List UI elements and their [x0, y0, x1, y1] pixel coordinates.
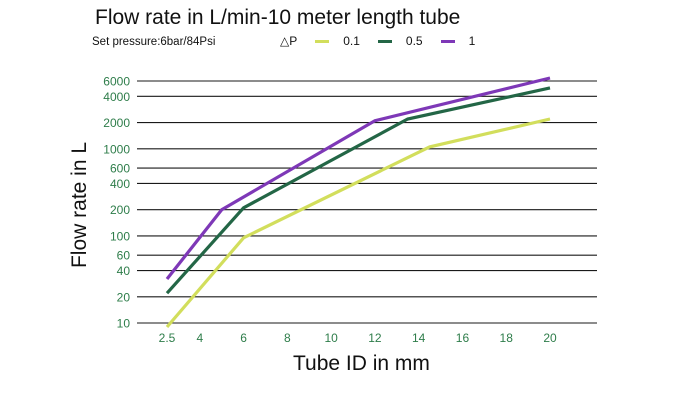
x-axis-label: Tube ID in mm: [293, 352, 430, 375]
y-tick-label: 4000: [103, 90, 130, 104]
legend-item-1: 1: [440, 34, 476, 48]
y-tick-label: 600: [110, 162, 130, 176]
x-tick-label: 12: [368, 331, 382, 345]
y-tick-label: 2000: [103, 116, 130, 130]
series-layer: [165, 76, 551, 329]
y-tick-label: 100: [110, 229, 130, 243]
chart-title: Flow rate in L/min-10 meter length tube: [95, 6, 461, 29]
x-tick-layer: 2.5 4 6 8 10 12 14 16 18 20: [159, 331, 557, 345]
y-tick-label: 10: [117, 317, 131, 331]
legend-swatch-0.1: [315, 39, 330, 43]
x-tick-label: 16: [456, 331, 470, 345]
legend-swatch-1: [440, 39, 455, 43]
series-line-0.1: [165, 117, 551, 329]
legend-item-0.1: 0.1: [315, 34, 360, 48]
x-tick-label: 8: [284, 331, 291, 345]
y-tick-label: 1000: [103, 142, 130, 156]
y-tick-label: 200: [110, 203, 130, 217]
x-tick-label: 4: [196, 331, 203, 345]
legend-label-1: 1: [468, 34, 476, 48]
x-tick-label: 2.5: [159, 331, 176, 345]
legend: △P 0.1 0.5 1: [280, 33, 493, 49]
x-tick-label: 10: [324, 331, 338, 345]
series-line-0.5: [165, 86, 551, 295]
legend-label-0.1: 0.1: [343, 34, 360, 48]
x-tick-label: 20: [543, 331, 557, 345]
chart-subtitle: Set pressure:6bar/84Psi: [92, 36, 216, 48]
grid-layer: [137, 80, 597, 324]
y-tick-label: 400: [110, 177, 130, 191]
y-tick-label: 20: [117, 290, 131, 304]
legend-swatch-0.5: [377, 39, 392, 43]
y-tick-label: 6000: [103, 75, 130, 89]
x-tick-label: 6: [240, 331, 247, 345]
legend-label-0.5: 0.5: [405, 34, 423, 48]
legend-title: △P: [280, 34, 298, 48]
series-line-1: [165, 76, 551, 280]
y-tick-label: 40: [117, 264, 131, 278]
legend-item-0.5: 0.5: [377, 34, 423, 48]
x-tick-label: 14: [412, 331, 426, 345]
x-tick-label: 18: [500, 331, 514, 345]
y-tick-label: 60: [117, 249, 131, 263]
